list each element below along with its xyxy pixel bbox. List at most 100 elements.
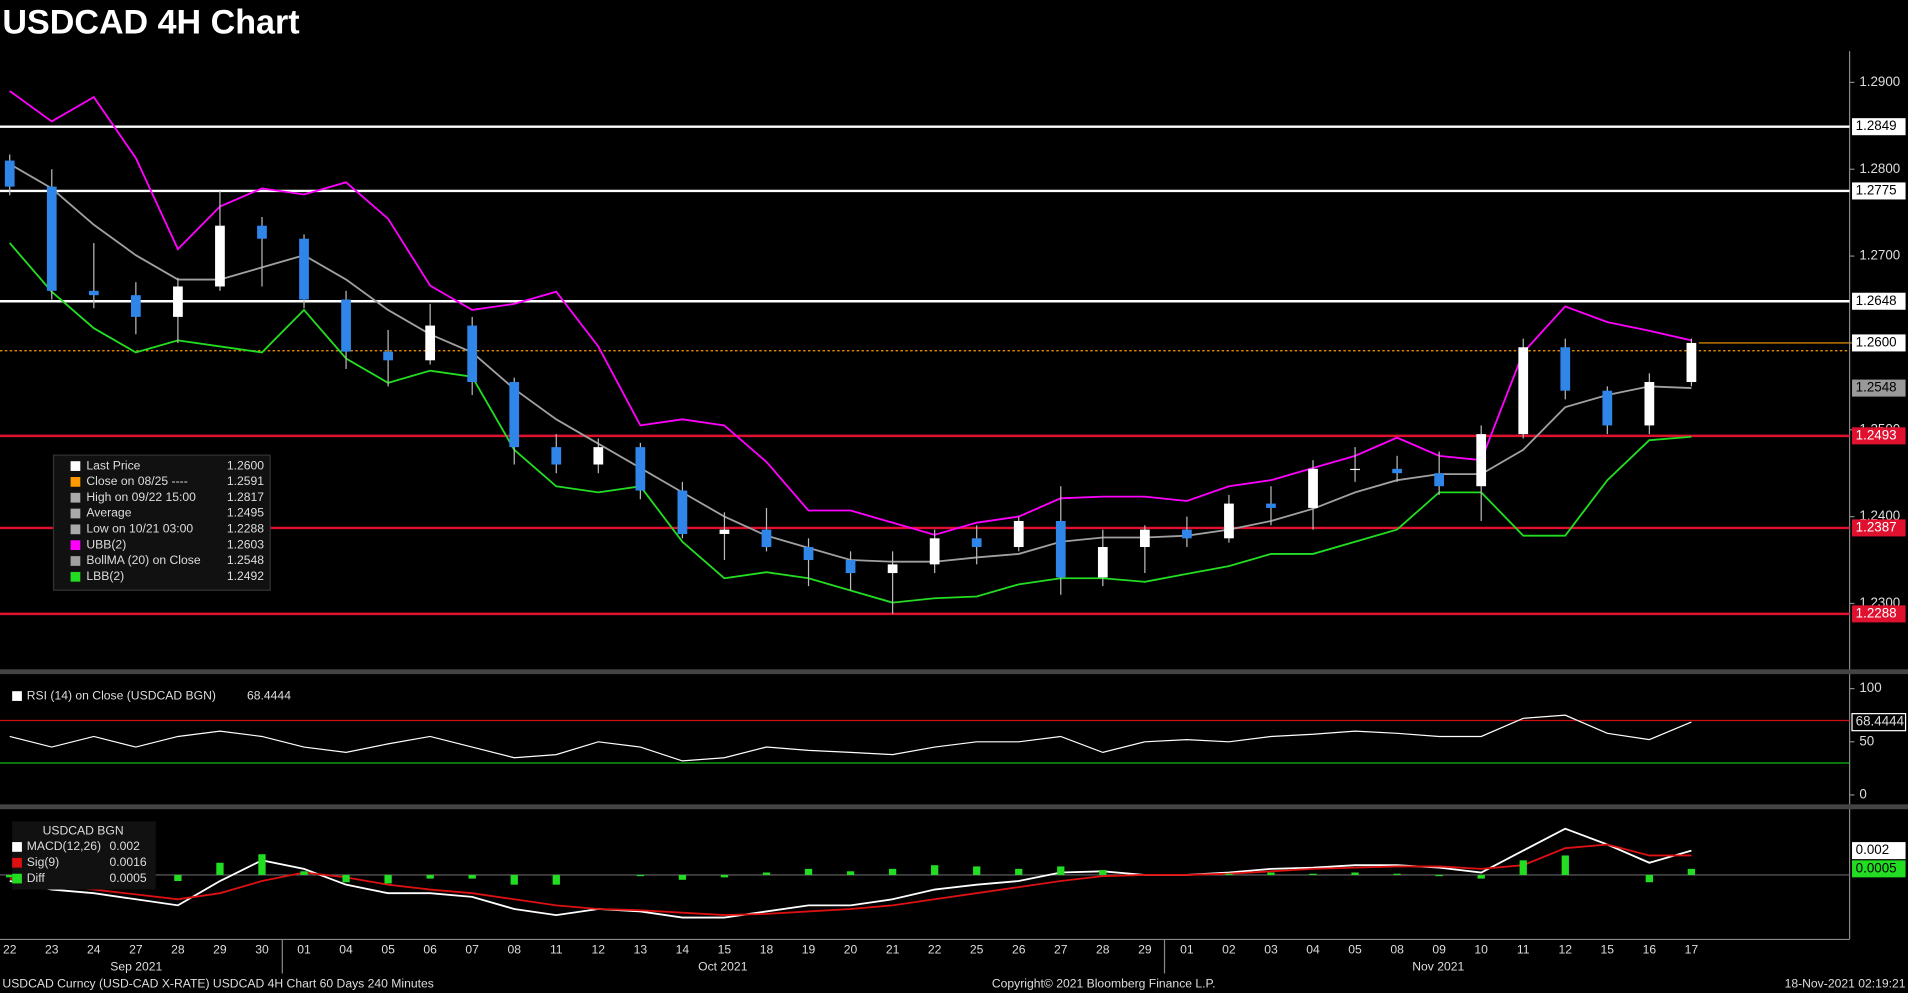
level-label: 1.2648 xyxy=(1856,293,1897,308)
candle-body xyxy=(1392,468,1402,474)
panel-value: 68.4444 xyxy=(247,688,291,702)
x-tick-label: 27 xyxy=(129,943,143,957)
month-label: Nov 2021 xyxy=(1412,960,1464,974)
candle-body xyxy=(1013,520,1024,548)
legend-label: Close on 08/25 ---- xyxy=(86,474,187,488)
x-tick-label: 28 xyxy=(1096,943,1110,957)
legend-swatch xyxy=(70,524,81,535)
diff-bar xyxy=(678,874,687,880)
candle-body xyxy=(1055,520,1066,578)
x-tick-label: 22 xyxy=(3,943,17,957)
legend-label: MACD(12,26) xyxy=(27,839,101,853)
x-tick-label: 12 xyxy=(592,943,606,957)
y-tick-label: 0 xyxy=(1859,786,1866,801)
x-tick-label: 09 xyxy=(1432,943,1446,957)
series-line xyxy=(9,714,1692,762)
candle-body xyxy=(383,351,393,361)
x-tick-label: 18 xyxy=(760,943,774,957)
x-tick-label: 01 xyxy=(1180,943,1194,957)
candle-body xyxy=(1097,547,1108,578)
candle-body xyxy=(1644,382,1655,426)
candle-body xyxy=(1434,473,1445,487)
legend-value: 0.002 xyxy=(110,839,141,853)
diff-bar xyxy=(1267,872,1275,875)
legend-value: 1.2817 xyxy=(227,490,264,504)
level-label-box xyxy=(1852,118,1906,136)
diff-bar xyxy=(1687,868,1696,875)
x-tick-label: 20 xyxy=(844,943,858,957)
diff-bar xyxy=(846,871,855,875)
diff-bar xyxy=(636,874,645,877)
candle-body xyxy=(1139,529,1150,548)
last-value-label-box xyxy=(1852,860,1906,878)
legend-label: BollMA (20) on Close xyxy=(86,553,200,567)
candle-body xyxy=(551,447,562,465)
chart-title: USDCAD 4H Chart xyxy=(2,3,299,41)
diff-bar xyxy=(1561,855,1569,875)
diff-bar xyxy=(720,874,729,878)
legend-swatch xyxy=(70,477,81,487)
legend-label: Low on 10/21 03:00 xyxy=(86,522,193,536)
footer-timestamp: 18-Nov-2021 02:19:21 xyxy=(1785,977,1906,991)
legend-value: 1.2492 xyxy=(227,569,264,583)
legend-value: 1.2603 xyxy=(227,537,264,551)
candle-body xyxy=(887,564,898,574)
candle-body xyxy=(88,290,99,296)
last-price-label: 1.2600 xyxy=(1856,334,1897,349)
diff-bar xyxy=(6,874,14,878)
x-tick-label: 07 xyxy=(465,943,479,957)
legend-swatch xyxy=(12,857,22,868)
last-value-label: 68.4444 xyxy=(1856,714,1905,729)
legend-label: Sig(9) xyxy=(27,855,59,869)
diff-bar xyxy=(384,874,392,884)
x-tick-label: 27 xyxy=(1054,943,1068,957)
x-tick-label: 23 xyxy=(45,943,59,957)
legend-box xyxy=(12,821,156,890)
diff-bar xyxy=(300,871,308,875)
x-tick-label: 08 xyxy=(1390,943,1404,957)
legend-label: Last Price xyxy=(86,458,140,472)
x-tick-label: 17 xyxy=(1685,943,1699,957)
diff-bar xyxy=(342,874,350,883)
candle-body xyxy=(1308,468,1318,508)
x-tick-label: 01 xyxy=(297,943,311,957)
legend-value: 1.2288 xyxy=(227,522,264,536)
month-label: Oct 2021 xyxy=(698,960,748,974)
candle-body xyxy=(677,490,688,534)
diff-bar xyxy=(1225,873,1233,875)
diff-bar xyxy=(1309,873,1317,875)
candle-body xyxy=(929,538,940,565)
x-tick-label: 14 xyxy=(676,943,690,957)
y-tick-label: 50 xyxy=(1859,733,1874,748)
candle-body xyxy=(341,299,351,352)
candle-body xyxy=(845,560,856,574)
x-tick-label: 15 xyxy=(718,943,732,957)
level-label: 1.2775 xyxy=(1856,182,1897,197)
diff-bar xyxy=(216,862,224,875)
candle-body xyxy=(593,447,604,465)
level-label: 1.2849 xyxy=(1856,118,1897,133)
ma-label: 1.2548 xyxy=(1856,380,1897,395)
diff-bar xyxy=(258,854,266,875)
x-tick-label: 11 xyxy=(1517,943,1530,957)
last-value-label: 0.002 xyxy=(1856,842,1889,857)
legend-swatch xyxy=(12,691,22,701)
candle-body xyxy=(1224,503,1234,539)
panel-title: RSI (14) on Close (USDCAD BGN) xyxy=(27,688,216,702)
x-tick-label: 02 xyxy=(1222,943,1236,957)
legend-box xyxy=(52,454,271,591)
legend-label: High on 09/22 15:00 xyxy=(86,490,196,504)
y-tick-label: 1.2900 xyxy=(1859,74,1900,89)
x-tick-label: 28 xyxy=(171,943,185,957)
level-label: 1.2288 xyxy=(1856,605,1897,620)
x-tick-label: 04 xyxy=(339,943,353,957)
series-line xyxy=(9,90,1692,536)
level-label-box xyxy=(1852,427,1906,445)
candle-body xyxy=(46,186,57,291)
candle-body xyxy=(761,529,772,548)
x-tick-label: 08 xyxy=(507,943,521,957)
candle-body xyxy=(1560,347,1571,391)
y-tick-label: 100 xyxy=(1859,680,1881,695)
level-label-box xyxy=(1852,605,1906,623)
